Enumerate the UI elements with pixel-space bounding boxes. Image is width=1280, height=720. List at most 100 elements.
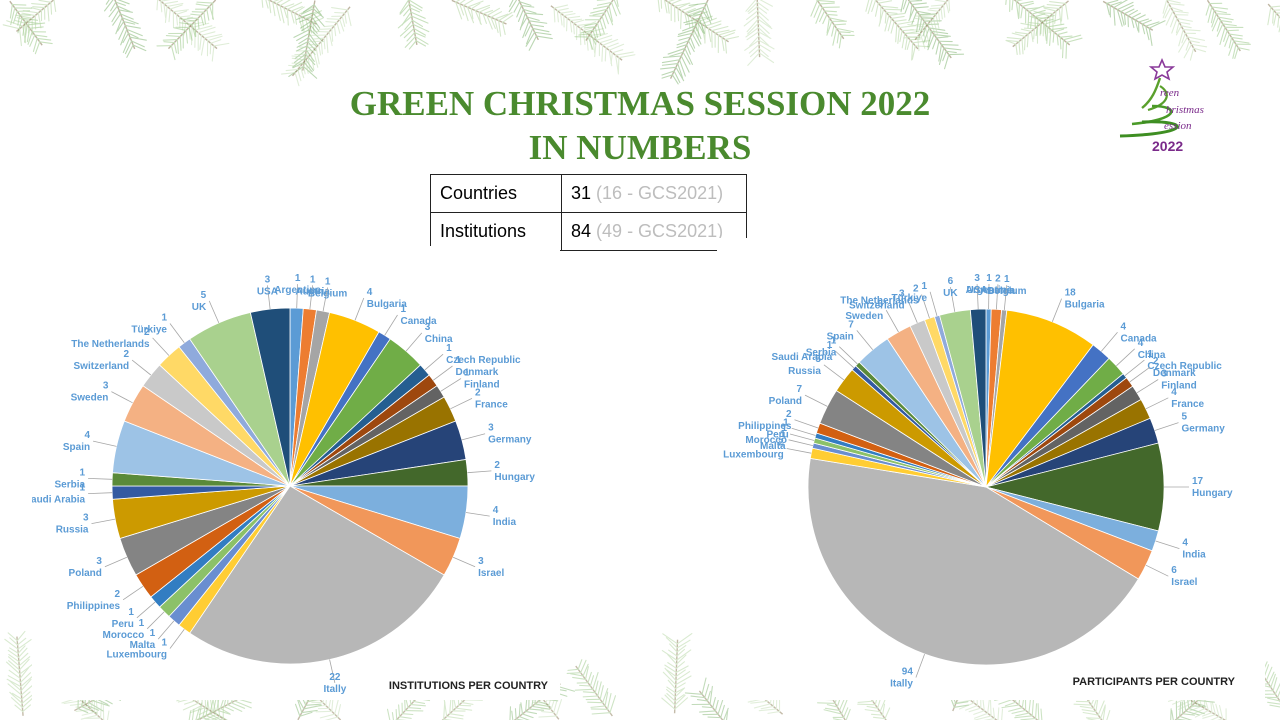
participants-chart-title: PARTICIPANTS PER COUNTRY [1072,676,1235,688]
data-label-value: 5 [815,354,821,365]
title-line-2: IN NUMBERS [528,128,752,167]
data-label-category: Switzerland [74,361,130,372]
data-label-category: Germany [1182,424,1226,435]
data-label-category: Peru [112,619,134,630]
data-label-value: 5 [878,299,884,310]
data-label-category: Russia [788,366,821,377]
countries-value-cell: 31 (16 - GCS2021) [561,174,747,213]
data-label-value: 1 [446,343,452,354]
data-label-category: Türkiye [892,293,928,304]
data-label-category: France [475,399,508,410]
data-label-value: 4 [85,430,91,441]
data-label-value: 4 [1171,387,1177,398]
data-label-category: Sweden [71,393,109,404]
data-label-value: 2 [786,409,792,420]
data-label-category: China [425,334,453,345]
data-label-category: Itally [890,679,913,690]
data-label-category: China [1138,350,1166,361]
data-label-value: 1 [783,417,789,428]
data-label-value: 3 [83,513,89,524]
data-label-value: 4 [493,505,499,516]
data-label-value: 1 [295,273,301,284]
data-label-category: Argentina [274,285,321,296]
countries-previous: (16 - GCS2021) [596,183,724,203]
data-label-category: Serbia [55,479,86,490]
data-label-category: Malta [760,441,786,452]
data-label-value: 3 [899,289,905,300]
data-label-value: 2 [995,273,1001,284]
data-label-category: Finland [1161,381,1197,392]
table-row: Institutions 84 (49 - GCS2021) [430,212,747,251]
data-label-category: The Netherlands [840,296,919,307]
logo-word-2: hristmas [1166,104,1204,116]
data-label-category: Switzerland [849,301,905,312]
data-label-value: 2 [494,460,500,471]
data-label-category: Belgium [987,286,1027,297]
data-label-category: Finland [464,380,500,391]
institutions-value-cell: 84 (49 - GCS2021) [561,212,747,251]
data-label-value: 3 [974,273,980,284]
data-label-value: 3 [425,322,431,333]
data-label-category: Itally [324,684,347,695]
data-label-category: Czech Republic [446,355,521,366]
data-label-category: Sweden [845,311,883,322]
data-label-value: 2 [115,589,121,600]
data-label-value: 1 [781,423,787,434]
data-label-value: 2 [778,438,784,449]
data-label-value: 3 [1161,369,1167,380]
data-label-category: Denmark [1153,368,1196,379]
logo-word-3: ession [1164,120,1192,132]
data-label-category: Russia [56,525,89,536]
data-label-category: Israel [478,568,504,579]
data-label-value: 2 [475,387,481,398]
institutions-previous: (49 - GCS2021) [596,221,724,241]
data-label-value: 1 [1004,274,1010,285]
data-label-category: Canada [1121,333,1158,344]
data-label-value: 1 [161,313,167,324]
data-label-category: Saudi Arabia [32,495,86,506]
data-label-value: 3 [488,423,494,434]
data-label-category: Türkiye [131,325,167,336]
data-label-value: 1 [780,429,786,440]
data-label-category: UK [192,302,207,313]
data-label-value: 1 [922,281,928,292]
data-label-value: 6 [1171,565,1177,576]
data-label-value: 1 [456,355,462,366]
slice-itally [807,457,1139,666]
data-label-category: Hungary [1192,488,1233,499]
data-label-value: 1 [464,368,470,379]
data-label-category: Saudi Arabia [772,352,833,363]
data-label-category: India [1182,550,1206,561]
data-label-value: 5 [201,290,207,301]
slice-itally [189,485,445,665]
countries-value: 31 [571,183,592,203]
data-label-value: 3 [478,556,484,567]
countries-label: Countries [430,174,562,213]
data-label-category: Luxembourg [723,450,784,461]
data-label-category: Denmark [456,367,499,378]
data-label-value: 7 [796,384,802,395]
institutions-label: Institutions [430,212,562,251]
data-label-category: Austria [295,286,330,297]
data-label-category: Serbia [806,348,837,359]
data-label-value: 1 [310,274,316,285]
green-christmas-logo: reen hristmas ession 2022 [1119,57,1204,154]
logo-word-1: reen [1160,87,1180,99]
data-label-value: 4 [1121,321,1127,332]
data-label-category: Hungary [494,472,535,483]
data-label-category: Philippines [738,421,792,432]
table-row: Countries 31 (16 - GCS2021) [430,174,747,213]
data-label-category: Canada [401,316,438,327]
data-label-category: Israel [1171,577,1197,588]
data-label-category: Poland [69,568,102,579]
participants-chart-panel: 1 Argentina 2 Austria 1 Belgium 18 Bulgaria 4 Can… [717,238,1265,700]
data-label-category: Morocco [103,630,145,641]
data-label-category: Germany [488,435,532,446]
data-label-value: 1 [80,467,86,478]
data-label-value: 2 [144,327,150,338]
data-label-category: Austria [981,285,1016,296]
data-label-category: Spain [63,442,90,453]
data-label-value: 2 [913,284,919,295]
title-line-1: GREEN CHRISTMAS SESSION 2022 [349,84,931,123]
